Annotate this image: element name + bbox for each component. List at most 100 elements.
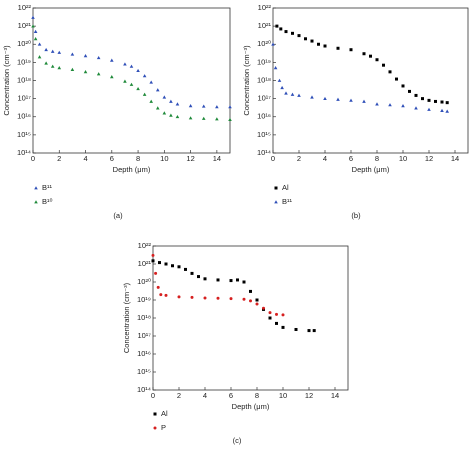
marker (162, 95, 167, 99)
marker (110, 75, 114, 79)
marker (156, 285, 160, 289)
x-tick-label: 12 (425, 154, 433, 163)
marker (401, 84, 405, 88)
x-tick-label: 2 (297, 154, 301, 163)
legend-marker (153, 426, 157, 430)
marker (110, 58, 114, 62)
y-tick-label: 10¹⁴ (137, 385, 151, 394)
marker (57, 50, 62, 54)
x-tick-label: 10 (160, 154, 168, 163)
marker (375, 102, 379, 106)
y-axis-label: Concentration (cm⁻³) (122, 282, 131, 353)
marker (151, 259, 155, 263)
x-tick-label: 14 (451, 154, 459, 163)
y-tick-label: 10¹⁸ (137, 313, 151, 322)
panel: 0 2 4 6 8 10 12 14 10¹⁴ 10¹⁵ 10¹⁶ 10¹⁷ 10¹⁸ 10¹⁹ 10²⁰ 1… (242, 3, 469, 220)
panel: 0 2 4 6 8 10 12 14 10¹⁴ 10¹⁵ 10¹⁶ 10¹⁷ 10¹⁸ 10¹⁹ 10²⁰ 1… (122, 241, 349, 445)
y-axis-label: Concentration (cm⁻³) (2, 45, 11, 116)
x-tick-label: 2 (177, 391, 181, 400)
x-tick-label: 10 (279, 391, 287, 400)
y-tick-label: 10¹⁸ (257, 75, 271, 84)
marker (188, 104, 193, 108)
marker (184, 267, 187, 271)
marker (70, 52, 75, 56)
marker (249, 289, 252, 293)
marker (175, 102, 180, 106)
marker (96, 72, 101, 76)
marker (177, 295, 181, 299)
x-tick-label: 12 (186, 154, 194, 163)
marker (171, 264, 174, 268)
marker (177, 265, 181, 269)
marker (310, 95, 314, 99)
marker (151, 253, 155, 257)
marker (310, 39, 314, 43)
y-tick-label: 10²⁰ (257, 39, 271, 48)
marker (323, 96, 327, 101)
y-tick-label: 10²² (258, 3, 272, 12)
marker (291, 31, 294, 35)
y-tick-label: 10²¹ (18, 21, 32, 30)
panel-caption: (b) (351, 211, 361, 220)
x-tick-label: 6 (349, 154, 353, 163)
legend-marker (274, 200, 278, 204)
marker (279, 27, 283, 31)
x-tick-label: 14 (213, 154, 221, 163)
marker (142, 74, 147, 78)
x-tick-label: 4 (203, 391, 207, 400)
x-axis-label: Depth (μm) (352, 165, 390, 174)
marker (275, 321, 278, 325)
marker (123, 62, 127, 66)
marker (83, 70, 88, 74)
marker (297, 34, 301, 38)
marker (154, 271, 158, 275)
marker (201, 116, 206, 120)
x-tick-label: 0 (271, 154, 275, 163)
marker (242, 297, 246, 301)
marker (228, 117, 232, 121)
x-tick-label: 8 (255, 391, 259, 400)
marker (57, 66, 62, 70)
legend-marker (34, 200, 38, 204)
marker (197, 275, 200, 279)
marker (408, 89, 411, 93)
marker (271, 42, 275, 46)
marker (375, 58, 379, 62)
marker (445, 109, 449, 113)
marker (268, 316, 272, 320)
marker (255, 298, 259, 302)
y-tick-label: 10²¹ (138, 259, 152, 268)
marker (216, 296, 220, 300)
panel: 0 2 4 6 8 10 12 14 10¹⁴ 10¹⁵ 10¹⁶ 10¹⁷ 10¹⁸ 10¹⁹ 10²⁰ 1… (2, 3, 232, 220)
marker (158, 261, 161, 265)
marker (290, 92, 295, 96)
marker (159, 293, 163, 297)
marker (336, 97, 340, 101)
y-tick-label: 10¹⁵ (257, 130, 271, 139)
marker (129, 64, 134, 68)
marker (307, 329, 311, 333)
marker (414, 93, 418, 97)
legend-marker (153, 412, 157, 416)
x-tick-label: 8 (136, 154, 140, 163)
y-tick-label: 10²⁰ (17, 39, 31, 48)
marker (362, 99, 366, 103)
marker (440, 108, 444, 112)
y-tick-label: 10¹⁵ (137, 367, 151, 376)
marker (284, 30, 288, 34)
marker (349, 98, 353, 102)
panel-caption: (c) (233, 436, 242, 445)
marker (268, 311, 272, 315)
marker (323, 44, 327, 48)
x-tick-label: 4 (323, 154, 327, 163)
y-tick-label: 10¹⁴ (257, 148, 271, 157)
legend-label: B¹¹ (42, 183, 53, 192)
marker (262, 306, 265, 310)
marker (427, 98, 431, 102)
marker (281, 325, 285, 329)
marker (149, 80, 153, 84)
marker (96, 55, 101, 60)
legend-label: B¹¹ (282, 197, 293, 206)
y-tick-label: 10¹⁴ (17, 148, 31, 157)
